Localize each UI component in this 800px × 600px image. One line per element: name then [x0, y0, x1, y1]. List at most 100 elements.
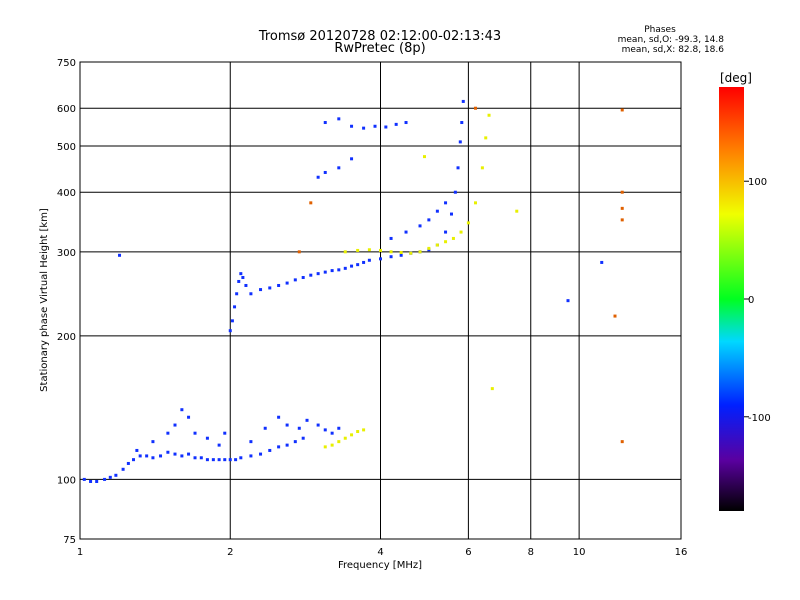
x-axis-label: Frequency [MHz]	[338, 560, 422, 571]
x-tick-label: 16	[675, 547, 688, 558]
colorbar-tick-label: 100	[748, 177, 767, 188]
data-point-o	[268, 286, 271, 289]
data-point-o	[229, 458, 232, 461]
y-tick-label: 75	[63, 535, 76, 546]
data-point-o	[234, 458, 237, 461]
x-tick-label: 8	[528, 547, 534, 558]
data-point-o	[239, 456, 242, 459]
data-point-o	[450, 213, 453, 216]
y-tick-label: 100	[57, 475, 76, 486]
data-point-x	[460, 231, 463, 234]
data-point-o	[173, 424, 176, 427]
y-tick-label: 300	[57, 248, 76, 259]
data-point-o	[249, 292, 252, 295]
data-point-o	[405, 231, 408, 234]
data-point-o	[277, 416, 280, 419]
data-point-o	[139, 454, 142, 457]
data-point-x	[436, 244, 439, 247]
data-point-x	[344, 250, 347, 253]
data-point-o	[405, 121, 408, 124]
x-tick-label: 10	[573, 547, 586, 558]
data-point-o	[286, 444, 289, 447]
data-point-o	[390, 237, 393, 240]
data-point-o	[122, 468, 125, 471]
data-point-x	[488, 114, 491, 117]
data-point-x	[409, 252, 412, 255]
data-point-o	[223, 458, 226, 461]
data-point-x	[356, 430, 359, 433]
data-point-o	[249, 440, 252, 443]
data-point-other	[621, 108, 624, 111]
data-point-o	[350, 125, 353, 128]
data-point-o	[317, 176, 320, 179]
data-point-x	[423, 155, 426, 158]
data-point-o	[427, 218, 430, 221]
data-point-o	[324, 271, 327, 274]
data-point-o	[317, 272, 320, 275]
phase-info-o: mean, sd,O: -99.3, 14.8	[618, 35, 725, 45]
colorbar	[719, 87, 744, 511]
phase-info-heading: Phases	[644, 25, 676, 35]
data-point-other	[613, 315, 616, 318]
data-point-x	[444, 240, 447, 243]
data-point-o	[268, 449, 271, 452]
phase-info-x: mean, sd,X: 82.8, 18.6	[622, 45, 725, 55]
data-point-o	[239, 272, 242, 275]
data-point-o	[436, 210, 439, 213]
data-point-o	[362, 261, 365, 264]
x-tick-label: 6	[465, 547, 471, 558]
data-point-o	[166, 451, 169, 454]
data-point-x	[390, 250, 393, 253]
data-point-o	[200, 456, 203, 459]
x-tick-label: 2	[227, 547, 233, 558]
data-point-x	[484, 136, 487, 139]
data-point-o	[306, 419, 309, 422]
data-point-o	[600, 261, 603, 264]
data-point-o	[400, 254, 403, 257]
data-point-o	[395, 123, 398, 126]
data-point-o	[324, 121, 327, 124]
data-point-o	[229, 329, 232, 332]
data-point-x	[491, 387, 494, 390]
data-point-x	[350, 433, 353, 436]
colorbar-tick-label: -100	[748, 413, 771, 424]
data-point-o	[277, 284, 280, 287]
x-axis-ticks: 1 2 4 6 8 10 16	[77, 547, 688, 558]
data-point-o	[350, 265, 353, 268]
data-point-o	[459, 140, 462, 143]
data-point-o	[180, 408, 183, 411]
data-point-o	[173, 453, 176, 456]
data-point-x	[419, 250, 422, 253]
data-point-o	[127, 462, 130, 465]
data-point-other	[474, 107, 477, 110]
data-point-x	[474, 201, 477, 204]
data-point-o	[567, 299, 570, 302]
data-point-o	[324, 428, 327, 431]
data-point-o	[337, 268, 340, 271]
data-point-other	[309, 201, 312, 204]
data-point-o	[302, 276, 305, 279]
data-point-o	[259, 288, 262, 291]
data-point-o	[241, 276, 244, 279]
data-point-o	[231, 319, 234, 322]
data-point-o	[135, 449, 138, 452]
data-point-other	[621, 207, 624, 210]
data-point-o	[384, 126, 387, 129]
data-point-x	[344, 437, 347, 440]
data-point-o	[233, 305, 236, 308]
data-point-o	[145, 454, 148, 457]
data-point-o	[151, 456, 154, 459]
data-point-o	[259, 453, 262, 456]
data-point-o	[218, 444, 221, 447]
data-point-other	[298, 250, 301, 253]
data-point-o	[151, 440, 154, 443]
data-point-o	[337, 427, 340, 430]
grid-lines	[80, 62, 681, 539]
data-point-o	[460, 121, 463, 124]
data-points	[83, 100, 624, 483]
data-point-x	[368, 248, 371, 251]
colorbar-ticks: 100 0 -100	[744, 177, 771, 424]
data-point-o	[89, 480, 92, 483]
data-point-o	[444, 231, 447, 234]
